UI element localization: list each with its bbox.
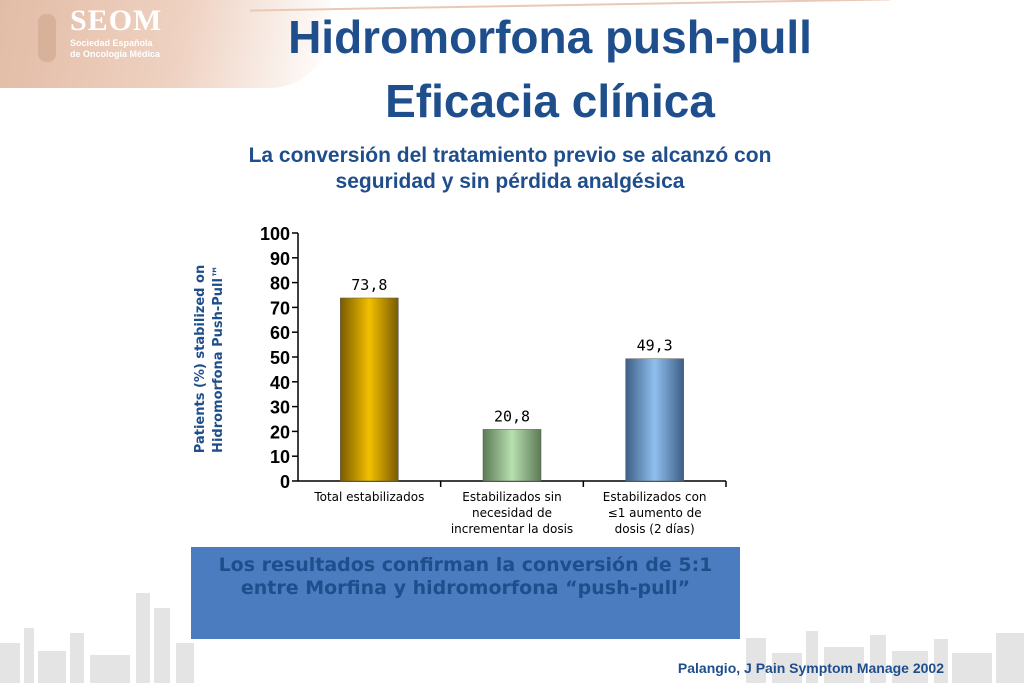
slide-title-line-2: Eficacia clínica [385,75,715,127]
y-tick-label: 80 [270,274,290,294]
y-tick-label: 0 [280,472,290,492]
conclusion-box: Los resultados confirman la conversión d… [191,547,740,639]
x-category-label: ≤1 aumento de [608,506,702,520]
data-label-1: 73,8 [351,276,387,294]
y-tick-label: 50 [270,348,290,368]
bar-3 [625,358,684,482]
seom-logo-mark-icon [38,14,56,62]
data-label-2: 20,8 [494,407,530,425]
y-tick-label: 20 [270,422,290,442]
x-category-label: dosis (2 días) [615,522,695,536]
y-tick-label: 10 [270,447,290,467]
y-tick-label: 90 [270,249,290,269]
madrid-skyline-icon [0,593,1024,683]
y-tick-label: 100 [260,224,290,244]
x-category-label: Estabilizados sin [462,490,561,504]
x-category-label: incrementar la dosis [451,522,573,536]
bar-1 [340,297,399,482]
seom-logo-title: SEOM [70,4,163,37]
slide-subtitle: La conversión del tratamiento previo se … [248,144,772,193]
y-axis-label-line-1: Patients (%) stabilized on [193,265,208,453]
y-tick-label: 70 [270,298,290,318]
slide-title-line-1: Hidromorfona push-pull [288,11,812,63]
seom-logo-subtitle-2: de Oncología Médica [70,49,161,59]
data-label-3: 49,3 [637,337,673,355]
seom-logo-band: SEOM Sociedad Española de Oncología Médi… [0,0,330,88]
y-axis-label-line-2: Hidromorfona Push-Pull™ [211,265,226,453]
y-tick-label: 60 [270,323,290,343]
y-tick-label: 30 [270,398,290,418]
bar-chart: 0 10 20 30 40 50 60 70 80 90 100 73,8 Total estabili… [193,224,727,536]
seom-logo-subtitle-1: Sociedad Española [70,38,153,48]
x-category-label: necesidad de [472,506,552,520]
bar-2 [482,429,542,482]
x-category-label: Total estabilizados [313,490,424,504]
x-category-label: Estabilizados con [603,490,707,504]
citation: Palangio, J Pain Symptom Manage 2002 [677,660,944,676]
seom-logo: SEOM Sociedad Española de Oncología Médi… [70,4,162,60]
y-tick-label: 40 [270,373,290,393]
